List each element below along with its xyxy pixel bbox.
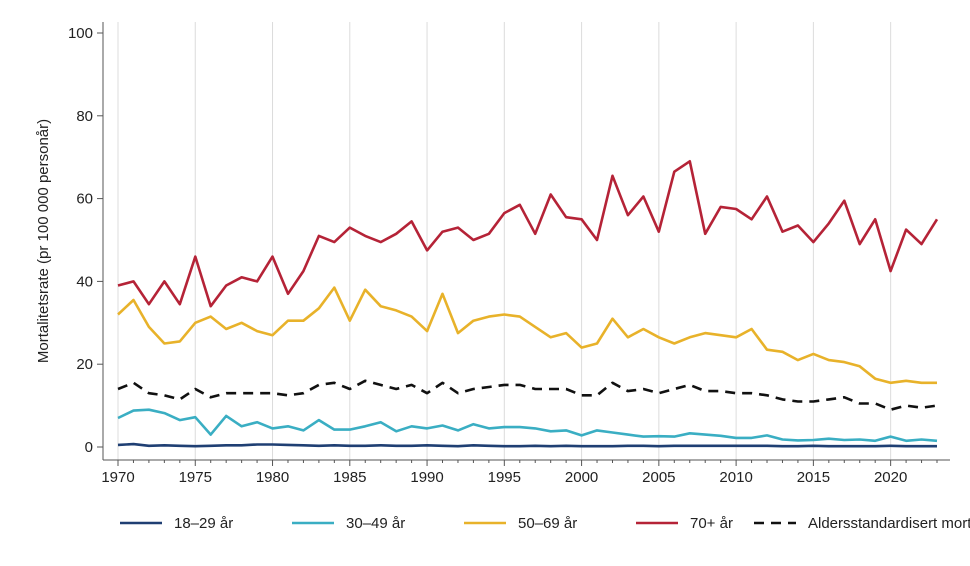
x-tick-label-1985: 1985 xyxy=(333,469,366,486)
x-tick-label-1980: 1980 xyxy=(256,469,289,486)
grid-lines xyxy=(117,22,892,460)
y-ticks: 0 20 40 60 80 100 xyxy=(68,25,103,456)
series-line-18-29-r xyxy=(117,442,937,448)
series-line-50-69-r xyxy=(117,286,937,385)
legend-label-aldersstandardisert-mortalitetsrate: Aldersstandardisert mortalitetsrate xyxy=(808,515,970,532)
x-tick-label-2000: 2000 xyxy=(565,469,598,486)
x-tick-label-1990: 1990 xyxy=(410,469,443,486)
x-tick-label-1995: 1995 xyxy=(488,469,521,486)
x-tick-label-1975: 1975 xyxy=(179,469,212,486)
y-tick-label-0: 0 xyxy=(85,439,93,456)
x-tick-label-2010: 2010 xyxy=(719,469,752,486)
y-tick-label-60: 60 xyxy=(76,191,93,208)
legend-label-70-r: 70+ år xyxy=(690,515,733,532)
y-tick-label-100: 100 xyxy=(68,25,93,42)
y-tick-label-80: 80 xyxy=(76,108,93,125)
y-tick-label-40: 40 xyxy=(76,273,93,290)
series-line-aldersstandardisert-mortalitetsrate xyxy=(117,379,938,412)
legend-label-18-29-r: 18–29 år xyxy=(174,515,233,532)
legend: 18–29 år 30–49 år 50–69 år 70+ år Aldersstan… xyxy=(120,515,970,532)
series-line-30-49-r xyxy=(117,408,938,443)
y-tick-label-20: 20 xyxy=(76,356,93,373)
x-ticks: 1970 1975 1980 1985 1990 1995 2000 2005 2010 2015… xyxy=(101,460,938,486)
series-line-70-r xyxy=(117,160,939,308)
legend-label-30-49-r: 30–49 år xyxy=(346,515,405,532)
legend-label-50-69-r: 50–69 år xyxy=(518,515,577,532)
axes xyxy=(102,22,950,461)
x-tick-label-2005: 2005 xyxy=(642,469,675,486)
x-tick-label-1970: 1970 xyxy=(101,469,134,486)
x-tick-label-2020: 2020 xyxy=(874,469,907,486)
y-axis-title: Mortalitetsrate (pr 100 000 personår) xyxy=(35,119,52,363)
x-tick-label-2015: 2015 xyxy=(797,469,830,486)
series-lines xyxy=(117,160,939,448)
